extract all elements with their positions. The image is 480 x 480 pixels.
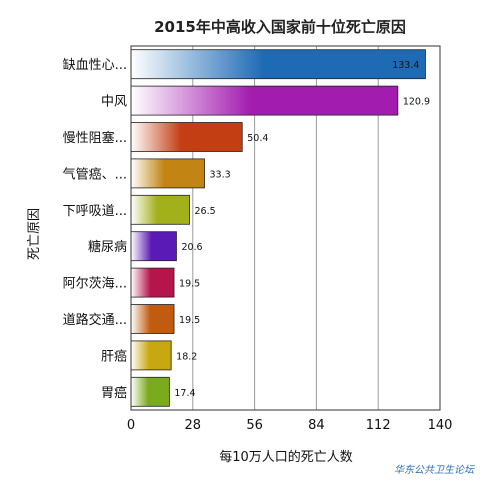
- chart-title: 2015年中高收入国家前十位死亡原因: [154, 18, 406, 36]
- value-label: 17.4: [174, 388, 195, 399]
- value-label: 33.3: [209, 169, 230, 180]
- category-label: 胃癌: [101, 385, 127, 401]
- category-label: 下呼吸道...: [63, 204, 127, 219]
- category-label: 气管癌、...: [63, 166, 127, 182]
- plot-frame: [130, 45, 441, 411]
- value-label: 18.2: [176, 351, 197, 362]
- bar: [130, 49, 426, 80]
- value-label: 120.9: [403, 97, 430, 108]
- value-label: 133.4: [392, 60, 419, 71]
- x-tick-label: 84: [308, 418, 325, 433]
- value-label: 19.5: [179, 315, 200, 326]
- x-tick-label: 0: [127, 418, 135, 433]
- bar: [130, 158, 205, 189]
- bar: [130, 376, 170, 407]
- bar: [130, 194, 190, 225]
- category-label: 糖尿病: [88, 239, 127, 255]
- category-label: 缺血性心...: [63, 58, 127, 73]
- category-label: 道路交通...: [63, 312, 127, 328]
- bar: [130, 85, 399, 116]
- bar: [130, 122, 243, 152]
- bar: [130, 304, 175, 334]
- x-tick-label: 56: [246, 418, 263, 433]
- x-tick-label: 112: [366, 418, 391, 433]
- category-label: 慢性阻塞...: [63, 130, 127, 146]
- value-label: 26.5: [194, 206, 215, 217]
- value-label: 20.6: [181, 242, 202, 253]
- bar: [130, 267, 175, 298]
- category-label: 中风: [101, 95, 127, 110]
- bar: [130, 231, 177, 262]
- value-label: 50.4: [247, 133, 268, 144]
- watermark-text: 华东公共卫生论坛: [394, 464, 475, 476]
- x-axis-title: 每10万人口的死亡人数: [219, 449, 353, 465]
- x-tick-label: 28: [185, 418, 202, 433]
- labels: 0 28 56 84 112 140 缺血性心... 133.4 中风 120.9 慢性阻塞... 5…: [63, 58, 453, 433]
- value-label: 19.5: [179, 279, 200, 290]
- category-label: 阿尔茨海...: [63, 277, 127, 292]
- bars: [130, 49, 426, 407]
- y-axis-title: 死亡原因: [27, 208, 42, 260]
- x-tick-label: 140: [428, 418, 453, 433]
- category-label: 肝癌: [101, 348, 127, 364]
- bar: [130, 340, 172, 371]
